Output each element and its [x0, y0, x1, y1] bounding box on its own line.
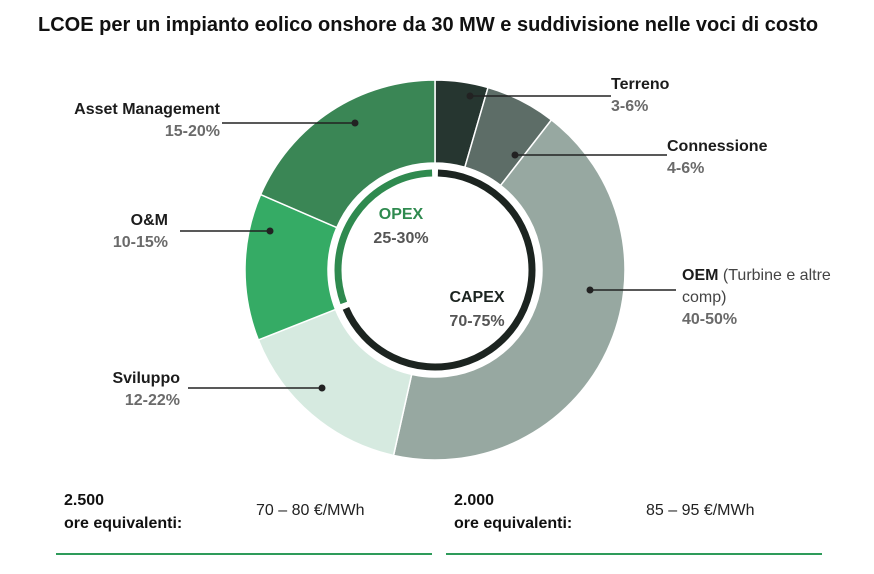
label-terreno: Terreno 3-6% — [611, 76, 670, 115]
group-arc-opex — [334, 169, 433, 305]
footer-scenario-1: 2.500 ore equivalenti: 70 – 80 €/MWh — [56, 489, 436, 555]
label-connessione: Connessione 4-6% — [667, 138, 768, 177]
slice-oem — [392, 118, 626, 461]
group-label-opex: OPEX 25-30% — [373, 206, 429, 247]
label-sviluppo: Sviluppo 12-22% — [112, 370, 180, 409]
leader-dot — [466, 92, 474, 100]
leader-dot — [511, 151, 519, 159]
lcoe-price: 70 – 80 €/MWh — [256, 502, 365, 519]
divider — [56, 553, 432, 555]
lcoe-price: 85 – 95 €/MWh — [646, 502, 755, 519]
leader-dot — [318, 384, 326, 392]
leader-dot — [586, 286, 594, 294]
equivalent-hours: 2.500 ore equivalenti: — [64, 492, 183, 532]
leader-dot — [351, 119, 359, 127]
group-arc-capex — [342, 169, 536, 371]
footer-scenario-2: 2.000 ore equivalenti: 85 – 95 €/MWh — [446, 489, 826, 555]
slice-asset-management — [259, 79, 436, 229]
label-oem: OEM (Turbine e altre comp) 40-50% — [682, 267, 831, 328]
group-label-capex: CAPEX 70-75% — [449, 289, 505, 330]
divider — [446, 553, 822, 555]
leader-dot — [266, 227, 274, 235]
equivalent-hours: 2.000 ore equivalenti: — [454, 492, 573, 532]
label-om: O&M 10-15% — [112, 212, 168, 251]
chart-title: LCOE per un impianto eolico onshore da 3… — [38, 14, 819, 36]
label-asset-management: Asset Management 15-20% — [74, 101, 220, 140]
